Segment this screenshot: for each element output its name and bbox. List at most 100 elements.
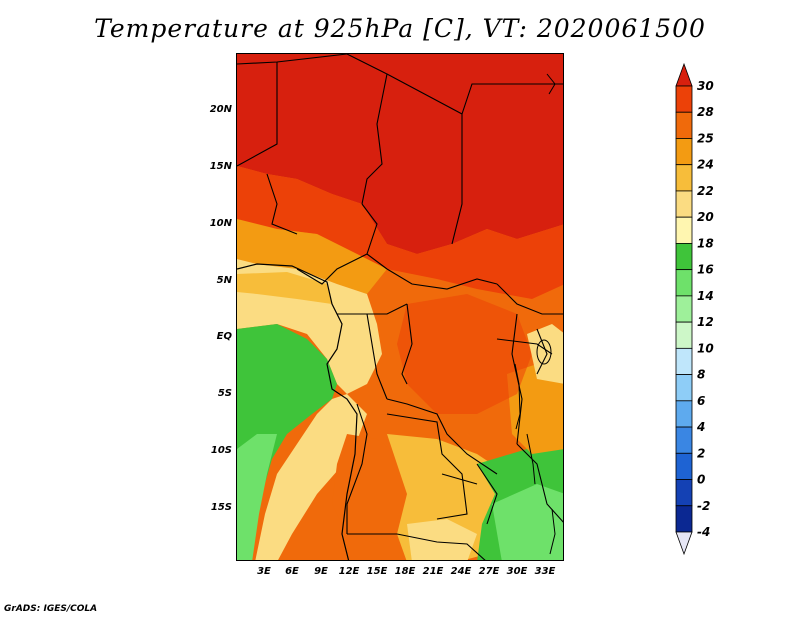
lat-tick-label: 10N <box>209 218 232 229</box>
border-line <box>296 253 368 285</box>
lat-tick-label: 5S <box>217 388 232 399</box>
border-line <box>366 313 388 400</box>
colorbar-label: 30 <box>697 79 714 93</box>
lake <box>536 339 552 365</box>
colorbar-box <box>675 452 693 480</box>
colorbar-box <box>675 347 693 375</box>
region-east-highlands <box>527 324 563 384</box>
region-coast-yellow <box>237 272 332 304</box>
colorbar-box <box>675 374 693 402</box>
lakes <box>514 73 556 555</box>
colorbar-label: 22 <box>697 184 714 198</box>
colorbar-box <box>675 295 693 323</box>
border-line <box>441 473 478 485</box>
chart-title: Temperature at 925hPa [C], VT: 202006150… <box>94 14 706 43</box>
colorbar-box <box>675 479 693 507</box>
colorbar-box <box>675 138 693 166</box>
lake <box>514 363 521 430</box>
region-west-africa <box>237 219 387 294</box>
border-line <box>386 268 498 290</box>
colorbar-label: 18 <box>697 236 714 250</box>
region-sahel <box>237 166 563 299</box>
colorbar-box <box>675 216 693 244</box>
colorbar-box <box>675 190 693 218</box>
lat-tick-label: 10S <box>210 445 232 456</box>
border-line <box>536 328 548 375</box>
colorbar-bottom-triangle <box>675 531 693 556</box>
border-line <box>496 338 553 355</box>
colorbar-box <box>675 269 693 297</box>
border-line <box>347 533 486 560</box>
border-line <box>516 443 563 523</box>
lat-tick-label: EQ <box>216 331 232 342</box>
map-plot-area <box>236 53 564 561</box>
region-zambia-light <box>492 484 563 560</box>
colorbar-label: 25 <box>697 131 714 145</box>
colorbar-box <box>675 164 693 192</box>
region-angola-coast <box>255 394 367 560</box>
region-atlantic-green <box>237 324 337 560</box>
colorbar-label: -2 <box>697 499 710 513</box>
border-line <box>346 403 368 534</box>
colorbar-label: 12 <box>697 315 714 329</box>
colorbar-label: 14 <box>697 289 714 303</box>
lon-tick-label: 24E <box>450 566 472 577</box>
border-line <box>386 398 498 475</box>
lon-tick-label: 33E <box>534 566 556 577</box>
region-congo-basin <box>397 294 532 414</box>
lon-tick-label: 6E <box>285 566 299 577</box>
colorbar-label: 6 <box>697 394 705 408</box>
colorbar-label: 28 <box>697 105 714 119</box>
colorbar-box <box>675 111 693 139</box>
colorbar-label: 0 <box>697 473 705 487</box>
colorbar-box <box>675 505 693 533</box>
lat-tick-label: 20N <box>209 104 232 115</box>
country-borders <box>237 54 563 560</box>
lon-tick-label: 9E <box>314 566 328 577</box>
colorbar-label: -4 <box>697 525 710 539</box>
lat-tick-label: 15N <box>209 161 232 172</box>
border-line <box>401 303 413 385</box>
colorbar-label: 2 <box>697 446 705 460</box>
colorbar-label: 8 <box>697 368 705 382</box>
colorbar-label: 20 <box>697 210 714 224</box>
lon-tick-label: 27E <box>478 566 500 577</box>
colorbar-label: 10 <box>697 341 714 355</box>
colorbar-box <box>675 426 693 454</box>
lat-tick-label: 15S <box>210 502 232 513</box>
lon-tick-label: 30E <box>506 566 528 577</box>
border-line <box>461 83 563 115</box>
coastline <box>237 263 358 560</box>
lon-tick-label: 21E <box>422 566 444 577</box>
region-south-pale <box>407 519 477 560</box>
region-atlantic-light <box>237 434 277 560</box>
region-sahara <box>237 54 563 254</box>
colorbar-label: 16 <box>697 263 714 277</box>
border-line <box>496 283 563 315</box>
temperature-map <box>237 54 563 560</box>
colorbar-label: 4 <box>696 420 705 434</box>
border-line <box>337 303 408 315</box>
lon-tick-label: 3E <box>257 566 271 577</box>
border-line <box>386 73 463 245</box>
region-angola <box>332 434 412 544</box>
lake <box>549 508 556 555</box>
border-line <box>346 54 388 205</box>
lake <box>546 73 556 95</box>
lat-tick-label: 5N <box>216 275 232 286</box>
credit-text: GrADS: IGES/COLA <box>4 604 98 614</box>
region-east-pale <box>507 364 563 454</box>
border-line <box>237 62 278 167</box>
colorbar-box <box>675 243 693 271</box>
border-line <box>476 463 498 525</box>
lon-tick-label: 15E <box>366 566 388 577</box>
lon-tick-label: 18E <box>394 566 416 577</box>
colorbar-top-triangle <box>675 62 693 87</box>
colorbar-box <box>675 85 693 113</box>
lake <box>526 433 536 485</box>
border-line <box>266 173 298 235</box>
colorbar-box <box>675 321 693 349</box>
lon-tick-label: 12E <box>338 566 360 577</box>
border-line <box>386 413 468 520</box>
